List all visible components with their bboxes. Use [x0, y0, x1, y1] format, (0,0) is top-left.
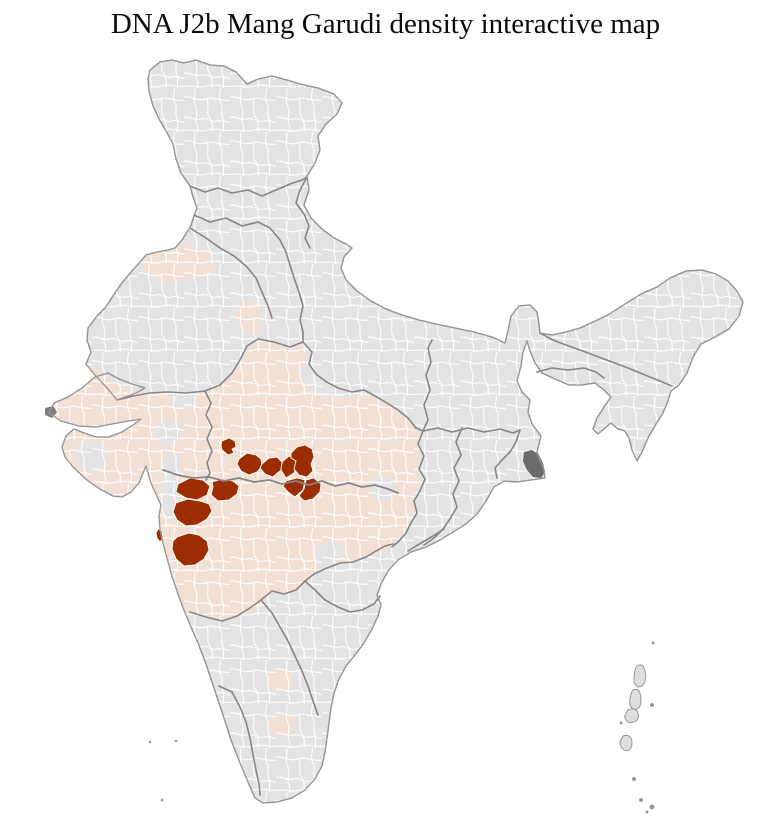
- island-dot-7: [651, 641, 655, 645]
- island-dot-4: [639, 798, 643, 802]
- state-border-4: [204, 338, 304, 392]
- high-density-district-5[interactable]: [290, 444, 315, 478]
- island-dot-5: [649, 804, 655, 810]
- island-dot-9: [174, 739, 178, 743]
- state-border-21: [295, 176, 311, 249]
- andaman-island-4: [619, 734, 633, 752]
- state-border-3: [189, 227, 273, 319]
- high-density-district-12[interactable]: [155, 528, 164, 543]
- island-dot-1: [650, 703, 654, 707]
- state-border-12: [391, 430, 426, 548]
- high-density-district-11[interactable]: [171, 532, 210, 567]
- state-border-6: [204, 390, 213, 481]
- andaman-island-3: [624, 708, 639, 724]
- coastline-overlay: [48, 59, 744, 804]
- state-border-20: [536, 367, 605, 379]
- state-border-5: [116, 390, 206, 401]
- andaman-island-2: [629, 688, 642, 711]
- state-border-19: [539, 332, 673, 387]
- state-border-2: [193, 214, 304, 343]
- state-border-9: [422, 339, 433, 432]
- state-border-14: [407, 528, 445, 552]
- state-border-8: [302, 341, 424, 432]
- high-density-district-1[interactable]: [220, 437, 237, 456]
- map-title: DNA J2b Mang Garudi density interactive …: [110, 8, 661, 40]
- island-dot-3: [632, 777, 636, 781]
- kutch-tip-patch: [45, 406, 57, 418]
- state-border-7: [162, 469, 399, 494]
- high-density-district-10[interactable]: [172, 498, 213, 527]
- state-border-11: [494, 429, 521, 479]
- state-border-22: [304, 580, 381, 613]
- island-dot-10: [160, 798, 164, 802]
- state-border-17: [231, 691, 261, 796]
- state-border-1: [189, 176, 308, 197]
- state-border-16: [261, 600, 319, 716]
- island-dot-8: [148, 740, 152, 744]
- andaman-island-1: [633, 664, 647, 688]
- island-dot-6: [645, 810, 649, 814]
- high-density-district-2[interactable]: [236, 452, 263, 476]
- island-dot-2: [619, 721, 623, 725]
- state-border-18: [218, 685, 233, 693]
- district-borders-texture: [49, 60, 743, 803]
- state-border-15: [189, 543, 394, 622]
- state-border-10: [422, 427, 521, 434]
